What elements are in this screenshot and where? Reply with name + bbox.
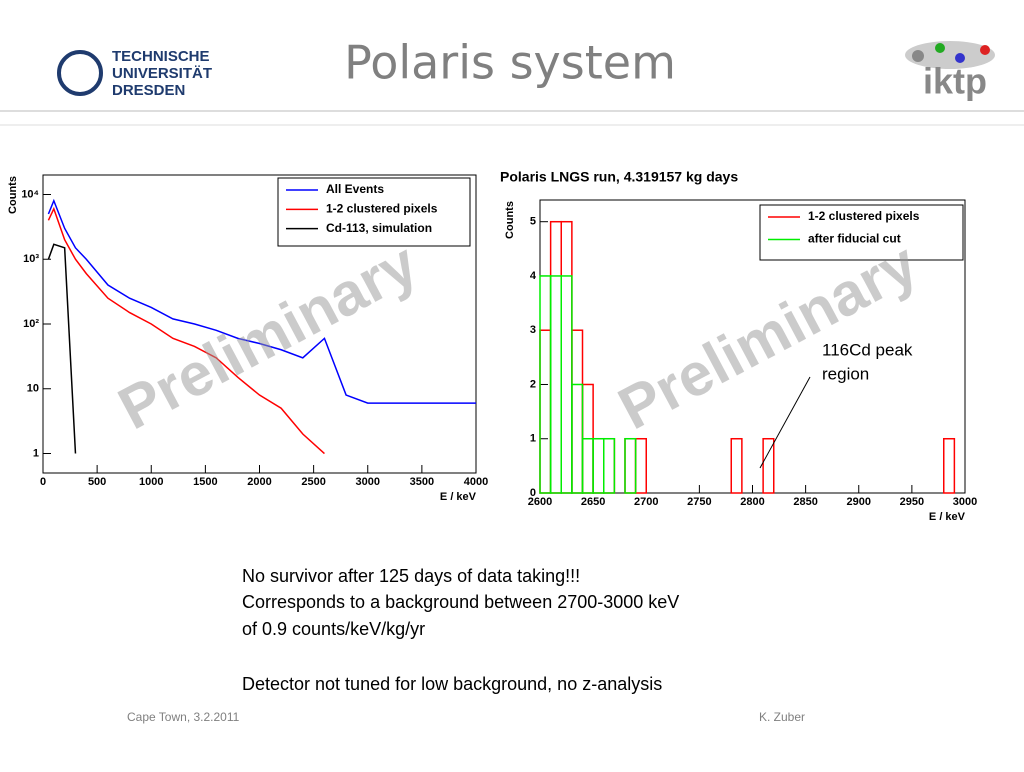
series-line xyxy=(47,198,476,404)
x-tick-label: 2500 xyxy=(301,476,325,488)
x-tick-label: 4000 xyxy=(464,476,488,488)
histogram-bar xyxy=(943,437,956,494)
footer-text: Cape Town, 3.2.2011 xyxy=(127,710,240,724)
x-tick-label: 3000 xyxy=(953,496,977,508)
x-tick-label: 1500 xyxy=(193,476,217,488)
iktp-logo: iktp xyxy=(905,41,995,102)
y-tick-label: 10 xyxy=(27,383,39,395)
x-tick-label: 3500 xyxy=(410,476,434,488)
annotation: 116Cd peak xyxy=(822,340,913,359)
x-tick-label: 0 xyxy=(40,476,46,488)
x-tick-label: 2000 xyxy=(247,476,271,488)
slide-title: Polaris system xyxy=(344,36,676,90)
y-tick-label: 5 xyxy=(530,216,536,228)
x-tick-label: 2950 xyxy=(900,496,924,508)
logo-dot xyxy=(912,50,924,62)
body-text: No survivor after 125 days of data takin… xyxy=(242,566,580,586)
y-tick-label: 4 xyxy=(530,270,537,282)
chart-title: Polaris LNGS run, 4.319157 kg days xyxy=(500,169,738,185)
x-tick-label: 500 xyxy=(88,476,106,488)
x-tick-label: 2850 xyxy=(793,496,817,508)
y-axis-label: Counts xyxy=(504,201,516,239)
histogram-bar xyxy=(603,437,616,494)
logo-text: DRESDEN xyxy=(112,82,185,99)
x-tick-label: 2750 xyxy=(687,496,711,508)
x-axis-label: E / keV xyxy=(440,491,477,503)
annotation-arrow xyxy=(759,376,811,469)
x-tick-label: 2900 xyxy=(847,496,871,508)
legend-label: 1-2 clustered pixels xyxy=(326,202,438,216)
x-tick-label: 2650 xyxy=(581,496,605,508)
logo-dot xyxy=(935,43,945,53)
y-tick-label: 10² xyxy=(23,318,39,330)
logo-text: iktp xyxy=(923,61,987,102)
body-text: Detector not tuned for low background, n… xyxy=(242,674,662,694)
logo-ellipse xyxy=(905,41,995,69)
logo-text: UNIVERSITÄT xyxy=(112,65,212,82)
footer-text: K. Zuber xyxy=(759,710,805,724)
logo-dot xyxy=(955,53,965,63)
histogram-bar xyxy=(730,437,743,494)
legend-label: All Events xyxy=(326,182,384,196)
y-tick-label: 10³ xyxy=(23,253,39,265)
legend-label: 1-2 clustered pixels xyxy=(808,209,920,223)
x-axis-label: E / keV xyxy=(929,511,966,523)
x-tick-label: 1000 xyxy=(139,476,163,488)
chart: 1 10 10² 10³ 10⁴ 0 500 1000 1500 2000 2500 3000 3500… xyxy=(7,174,488,503)
histogram-bar xyxy=(624,437,637,494)
tu-logo: TECHNISCHE UNIVERSITÄT DRESDEN xyxy=(57,48,212,99)
series-line xyxy=(47,206,325,455)
logo-text: TECHNISCHE xyxy=(112,48,210,65)
series-line xyxy=(47,243,77,454)
y-axis-label: Counts xyxy=(7,176,19,214)
legend-label: Cd-113, simulation xyxy=(326,221,432,235)
x-tick-label: 3000 xyxy=(356,476,380,488)
body-text: of 0.9 counts/keV/kg/yr xyxy=(242,619,425,639)
y-tick-label: 2 xyxy=(530,378,536,390)
histogram-bar xyxy=(762,437,775,494)
legend-label: after fiducial cut xyxy=(808,232,901,246)
y-tick-label: 0 xyxy=(530,487,536,499)
y-tick-label: 10⁴ xyxy=(21,188,39,200)
chart: Polaris LNGS run, 4.319157 kg days 0 1 2 3 4 5… xyxy=(500,169,977,523)
legend-box xyxy=(759,204,964,261)
x-tick-label: 2800 xyxy=(740,496,764,508)
y-tick-label: 1 xyxy=(33,447,39,459)
body-text: Corresponds to a background between 2700… xyxy=(242,592,679,612)
annotation: region xyxy=(822,364,869,383)
x-tick-label: 2600 xyxy=(528,496,552,508)
y-tick-label: 1 xyxy=(530,433,536,445)
logo-ring xyxy=(57,50,103,96)
y-tick-label: 3 xyxy=(530,324,536,336)
x-tick-label: 2700 xyxy=(634,496,658,508)
logo-dot xyxy=(980,45,990,55)
